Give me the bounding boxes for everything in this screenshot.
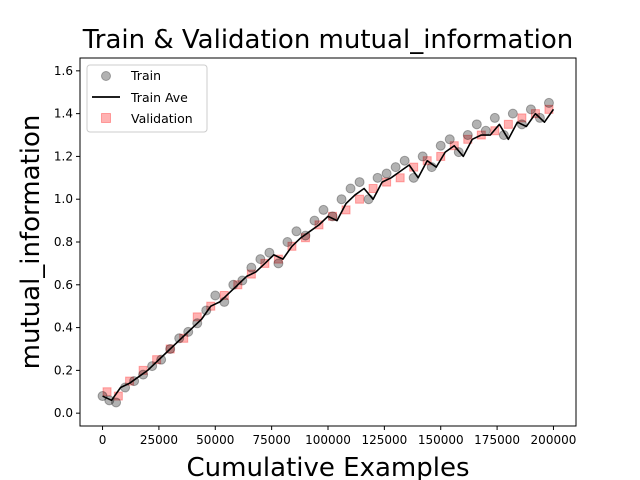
train-point <box>228 279 239 290</box>
train-series <box>97 97 554 408</box>
train-ave-line <box>102 108 555 402</box>
chart-title: Train & Validation mutual_information <box>82 25 574 55</box>
train-point <box>264 247 275 258</box>
y-tick-label: 0.2 <box>54 363 73 377</box>
train-point <box>282 237 293 247</box>
train-point <box>480 125 491 136</box>
y-tick-label: 0.4 <box>54 321 73 335</box>
train-point <box>273 258 284 269</box>
y-tick-label: 1.0 <box>54 192 73 206</box>
train-point <box>246 262 257 273</box>
x-tick-label: 0 <box>99 433 107 447</box>
train-point <box>111 397 122 408</box>
train-point <box>399 155 410 166</box>
validation-point <box>179 333 189 343</box>
train-point <box>489 112 500 123</box>
train-point <box>255 254 266 265</box>
x-tick-label: 175000 <box>474 433 520 447</box>
y-axis: 0.0 0.2 0.4 0.6 0.8 1.0 1.2 1.4 1.6 <box>54 64 80 420</box>
legend-train-ave-label: Train Ave <box>130 90 188 105</box>
x-tick-label: 50000 <box>196 433 234 447</box>
legend-validation-marker <box>101 113 111 123</box>
validation-point <box>219 290 229 300</box>
train-point <box>174 333 185 344</box>
legend-validation-label: Validation <box>131 111 193 126</box>
x-axis: 0 25000 50000 75000 100000 125000 150000 175000… <box>99 426 577 447</box>
x-tick-label: 200000 <box>531 433 577 447</box>
x-tick-label: 125000 <box>361 433 407 447</box>
train-point <box>372 172 383 183</box>
train-point <box>210 290 221 301</box>
y-tick-label: 0.8 <box>54 235 73 249</box>
x-tick-label: 75000 <box>253 433 291 447</box>
x-tick-label: 150000 <box>418 433 464 447</box>
train-point <box>219 296 230 307</box>
validation-point <box>192 312 202 322</box>
legend-box <box>86 64 208 133</box>
train-point <box>345 183 356 194</box>
x-axis-label: Cumulative Examples <box>186 453 469 480</box>
x-tick-label: 100000 <box>305 433 351 447</box>
train-point <box>417 151 428 162</box>
legend-train-marker <box>101 71 111 81</box>
train-ave-series <box>102 108 555 402</box>
train-point <box>354 177 365 188</box>
train-point <box>156 354 167 365</box>
validation-point <box>517 113 527 123</box>
train-point <box>462 130 473 141</box>
train-point <box>291 226 302 237</box>
train-point <box>435 140 446 151</box>
y-tick-label: 0.6 <box>54 278 73 292</box>
x-tick-label: 25000 <box>140 433 178 447</box>
train-point <box>390 162 401 173</box>
y-tick-label: 0.0 <box>54 406 73 420</box>
y-tick-label: 1.6 <box>54 64 73 78</box>
y-tick-label: 1.2 <box>54 149 73 163</box>
train-point <box>97 391 108 402</box>
validation-point <box>395 173 405 183</box>
validation-point <box>152 355 162 365</box>
train-point <box>336 194 347 205</box>
validation-point <box>503 119 513 129</box>
train-point <box>309 215 320 226</box>
legend: Train Train Ave Validation <box>86 64 208 133</box>
validation-point <box>102 387 112 397</box>
legend-train-label: Train <box>130 68 161 83</box>
y-tick-label: 1.4 <box>54 107 73 121</box>
y-axis-label: mutual_information <box>16 115 46 370</box>
train-point <box>444 134 455 145</box>
train-point <box>363 194 374 205</box>
train-point <box>507 108 518 119</box>
train-point <box>525 104 536 115</box>
train-point <box>381 168 392 179</box>
validation-point <box>368 184 378 194</box>
train-point <box>471 119 482 130</box>
train-point <box>543 97 554 108</box>
validation-point <box>355 194 365 204</box>
train-point <box>318 204 329 215</box>
